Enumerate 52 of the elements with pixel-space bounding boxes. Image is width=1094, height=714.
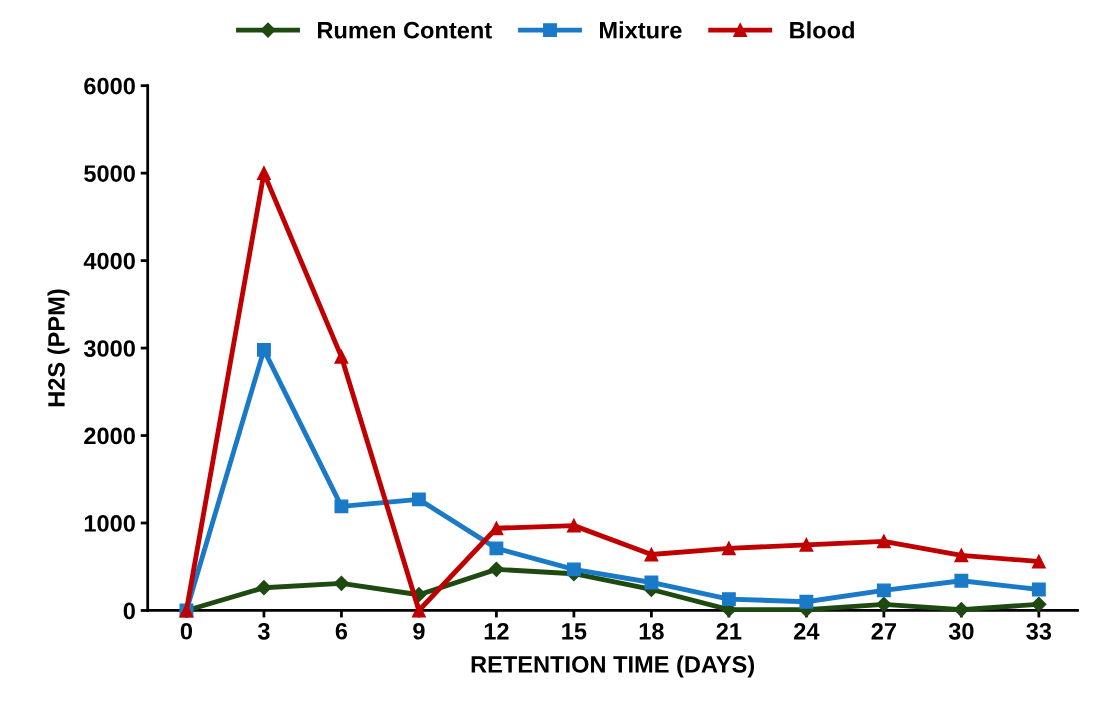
legend-label: Mixture [599, 21, 682, 39]
x-tick-label: 9 [413, 622, 425, 640]
point [1031, 582, 1046, 597]
x-tick-label: 33 [1026, 622, 1052, 640]
x-tick-label: 27 [871, 622, 896, 640]
point [411, 603, 426, 618]
x-tick-label: 12 [484, 622, 509, 640]
point [334, 349, 349, 364]
x-tick-label: 18 [639, 622, 664, 640]
x-tick-label: 21 [716, 622, 742, 640]
point [488, 561, 504, 577]
point [256, 342, 271, 357]
y-tick-label: 6000 [84, 77, 135, 95]
y-axis-title: H2S (PPM) [47, 289, 70, 407]
x-tick-label: 3 [257, 622, 270, 640]
point [953, 602, 969, 618]
point [721, 541, 736, 556]
point [799, 594, 814, 609]
x-tick-label: 6 [335, 622, 348, 640]
point [1031, 554, 1046, 569]
point [334, 499, 349, 514]
legend-label: Rumen Content [318, 21, 492, 39]
point [256, 580, 272, 596]
point [333, 575, 349, 591]
point [411, 492, 426, 507]
point [876, 583, 891, 598]
point [721, 592, 736, 607]
x-axis-title: RETENTION TIME (DAYS) [471, 655, 755, 678]
point [876, 596, 892, 612]
y-tick-label: 5000 [84, 165, 135, 182]
y-tick-label: 4000 [83, 252, 135, 270]
point [566, 562, 581, 577]
point [489, 541, 504, 556]
x-tick-label: 15 [562, 623, 587, 640]
point [566, 518, 581, 533]
point [489, 521, 504, 536]
y-tick-label: 3000 [83, 340, 135, 357]
point [876, 534, 891, 549]
y-tick-label: 0 [123, 602, 135, 620]
x-tick-label: 24 [794, 622, 820, 640]
point [644, 575, 659, 590]
y-tick-label: 2000 [84, 427, 135, 445]
point [1031, 596, 1047, 612]
point [954, 573, 969, 588]
y-tick-label: 1000 [84, 515, 135, 532]
point [644, 547, 659, 562]
legend-label: Blood [790, 21, 854, 39]
point [954, 548, 969, 563]
x-tick-label: 0 [180, 622, 193, 640]
point [256, 166, 271, 181]
x-tick-label: 30 [948, 622, 974, 640]
point [799, 537, 814, 552]
